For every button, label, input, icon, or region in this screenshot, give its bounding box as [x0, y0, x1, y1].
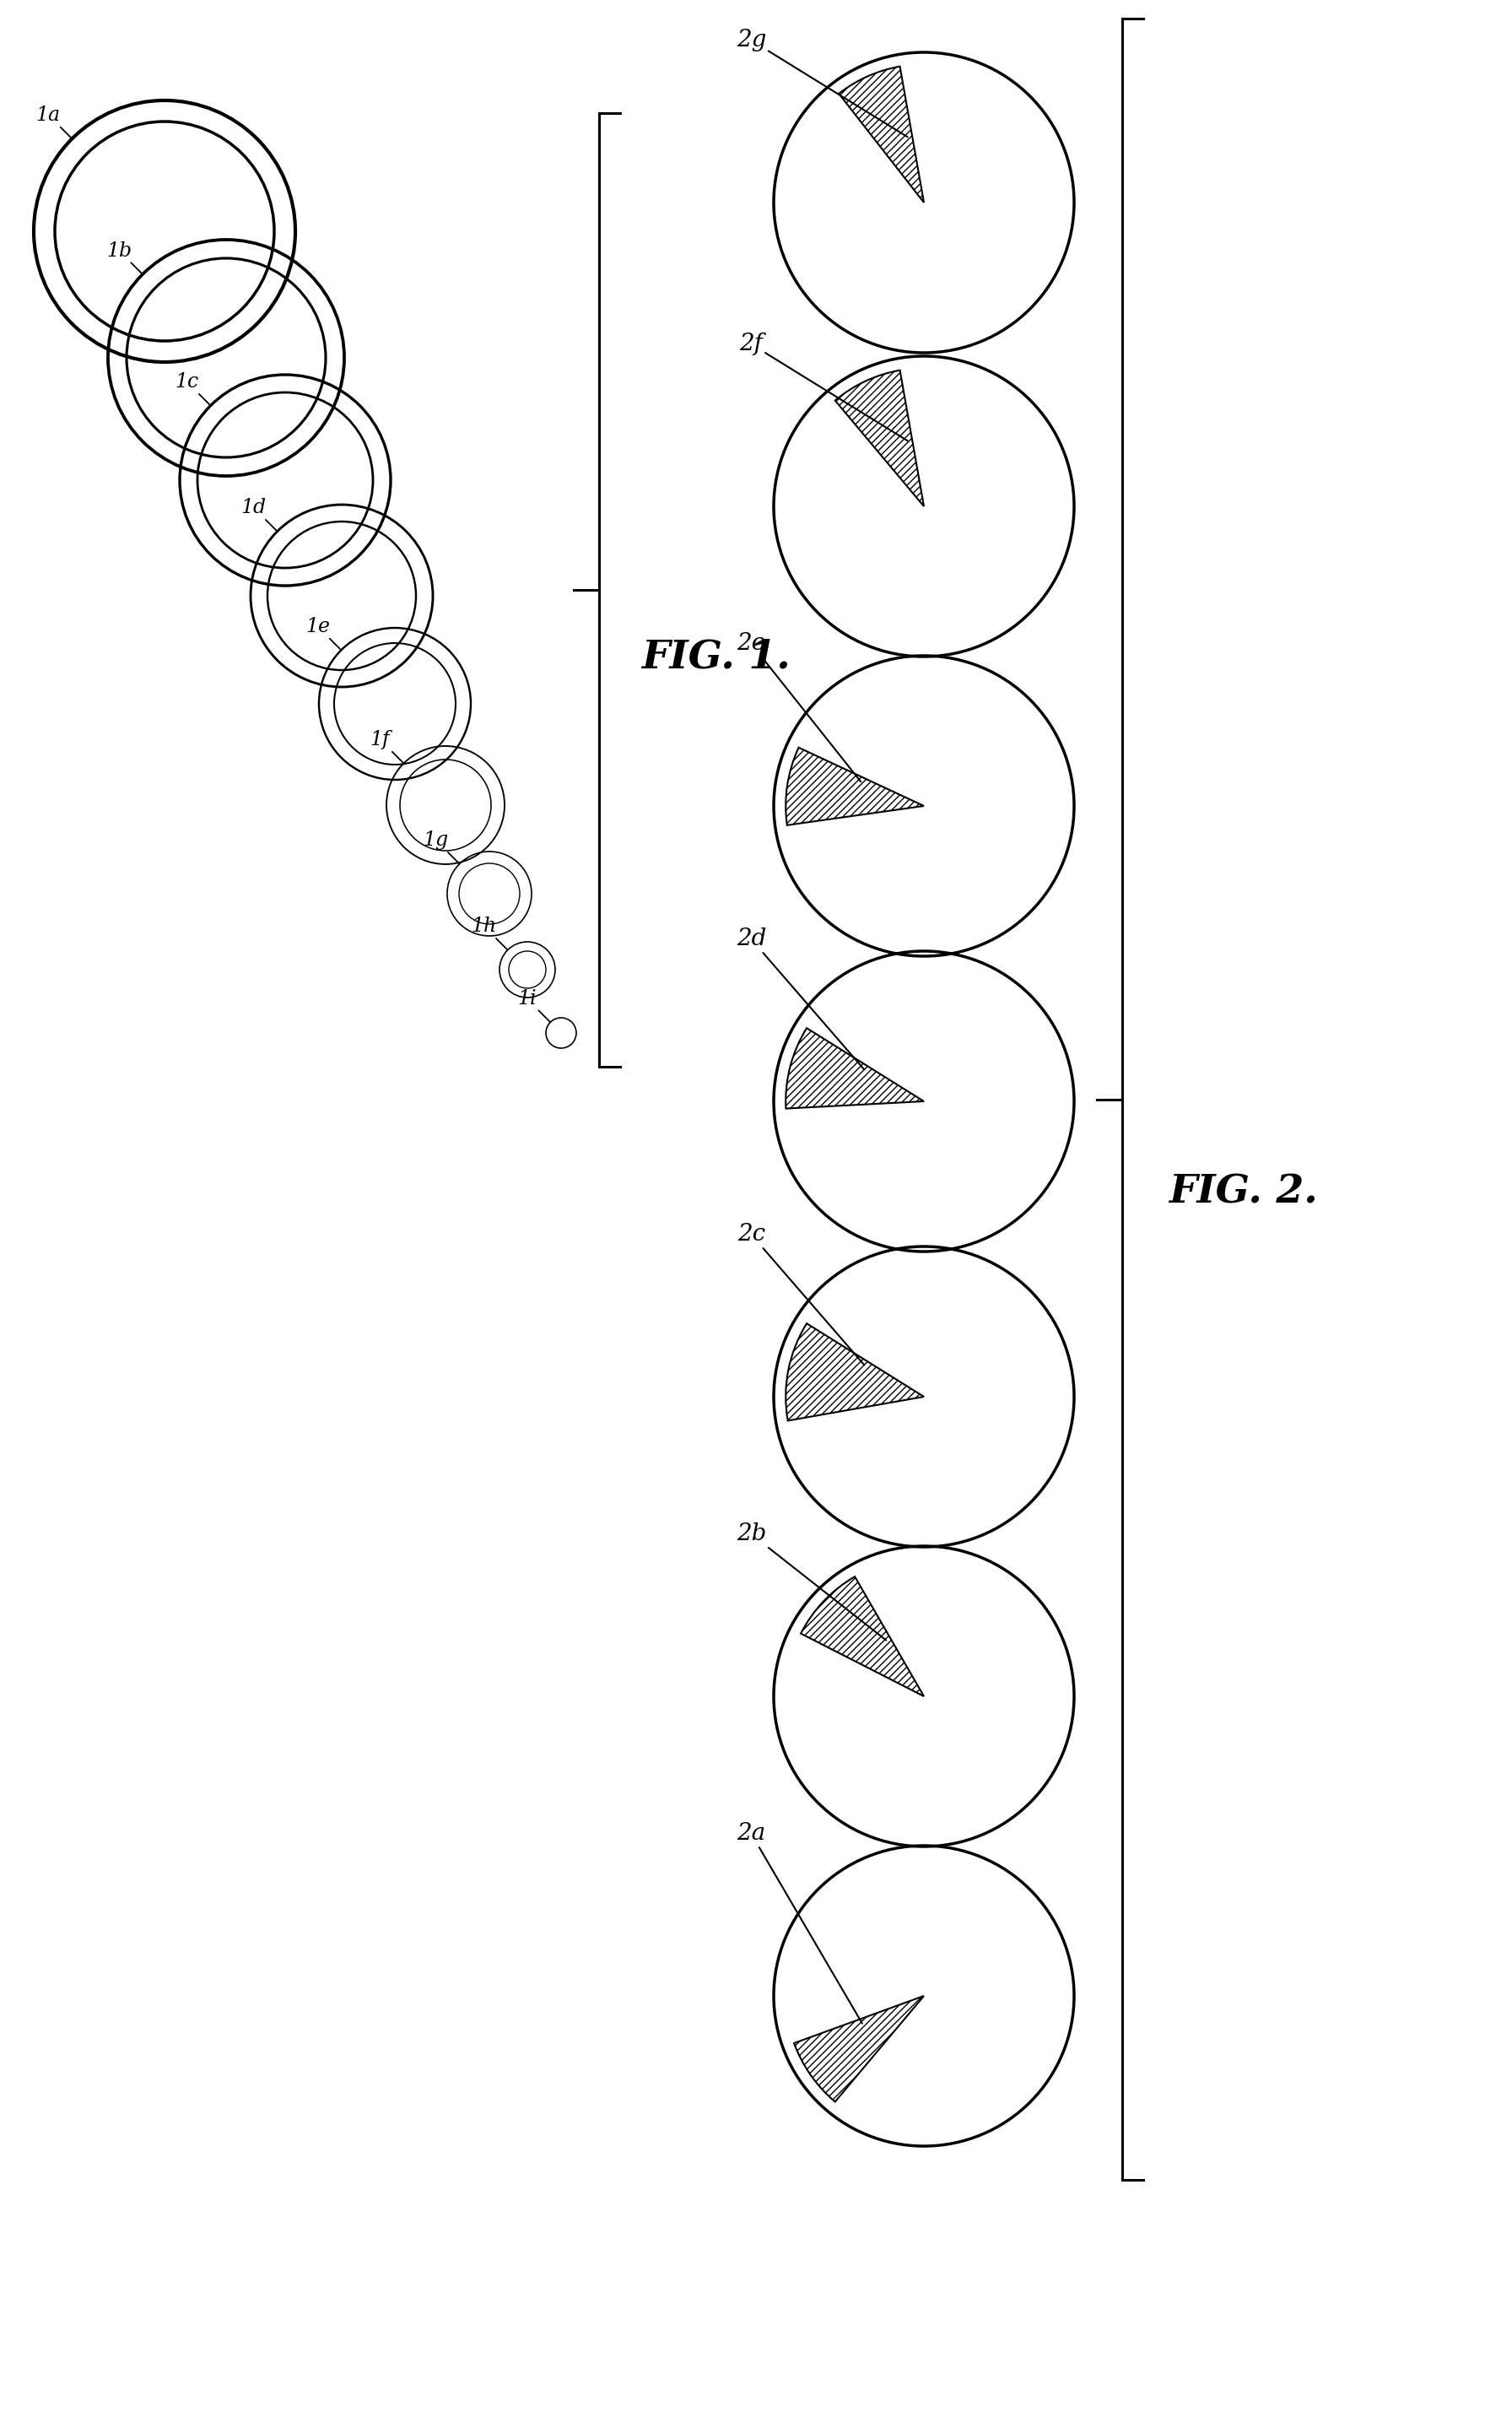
Text: 1d: 1d [240, 498, 277, 532]
Text: 1i: 1i [517, 989, 550, 1022]
Text: 1h: 1h [472, 916, 508, 950]
Text: 2g: 2g [736, 29, 907, 138]
Wedge shape [835, 370, 924, 505]
Wedge shape [839, 65, 924, 203]
Text: 2d: 2d [736, 928, 865, 1071]
Text: 2c: 2c [738, 1223, 865, 1366]
Text: 1f: 1f [370, 730, 404, 764]
Wedge shape [786, 1027, 924, 1109]
Text: FIG. 2.: FIG. 2. [1169, 1172, 1318, 1211]
Text: 2a: 2a [736, 1822, 862, 2023]
Text: 1a: 1a [36, 106, 73, 138]
Text: 2f: 2f [739, 334, 907, 440]
Text: 1b: 1b [106, 242, 142, 273]
Wedge shape [801, 1576, 924, 1697]
Wedge shape [794, 1996, 924, 2103]
Wedge shape [786, 747, 924, 824]
Wedge shape [786, 1325, 924, 1421]
Text: 2b: 2b [736, 1523, 886, 1641]
Text: 1e: 1e [305, 616, 342, 650]
Text: 2e: 2e [736, 633, 860, 781]
Text: 1c: 1c [175, 372, 210, 406]
Text: 1g: 1g [423, 831, 460, 863]
Text: FIG. 1.: FIG. 1. [641, 638, 791, 677]
